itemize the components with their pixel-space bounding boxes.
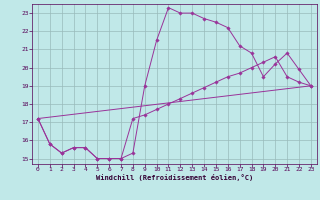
X-axis label: Windchill (Refroidissement éolien,°C): Windchill (Refroidissement éolien,°C) — [96, 174, 253, 181]
